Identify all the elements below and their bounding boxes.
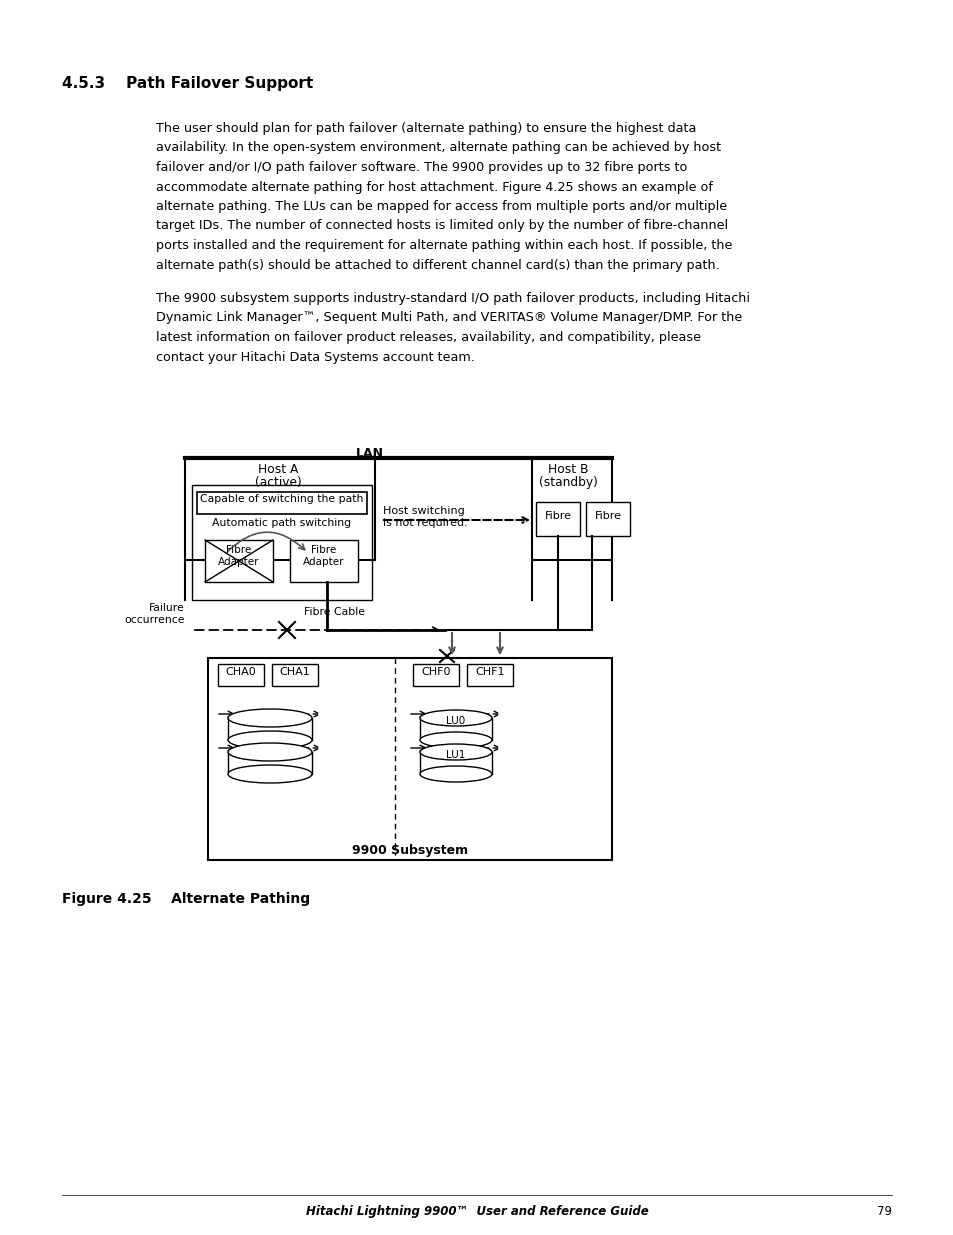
Text: Capable of switching the path: Capable of switching the path [200,494,363,504]
Text: accommodate alternate pathing for host attachment. Figure 4.25 shows an example : accommodate alternate pathing for host a… [156,180,712,194]
Text: Host A: Host A [257,463,298,475]
Bar [536,501,579,536]
Ellipse shape [419,766,492,782]
Ellipse shape [228,764,312,783]
Text: Fibre: Fibre [594,511,620,521]
Text: CHF0: CHF0 [421,667,450,677]
Bar [290,540,357,582]
Bar [419,718,492,740]
Text: (standby): (standby) [538,475,597,489]
Text: 79: 79 [876,1205,891,1218]
Text: LU0: LU0 [446,716,465,726]
Text: Automatic path switching: Automatic path switching [213,517,352,529]
Bar [205,540,273,582]
Text: Failure
occurrence: Failure occurrence [125,603,185,625]
Bar [467,664,513,685]
Text: 9900 Subsystem: 9900 Subsystem [352,844,468,857]
Ellipse shape [419,710,492,726]
Bar [413,664,458,685]
Text: Host B: Host B [547,463,588,475]
Text: CHA0: CHA0 [226,667,256,677]
Text: Fibre
Adapter: Fibre Adapter [303,545,344,567]
Text: Fibre
Adapter: Fibre Adapter [218,545,259,567]
Text: 4.5.3    Path Failover Support: 4.5.3 Path Failover Support [62,77,313,91]
Bar [419,752,492,774]
Text: Host switching
is not required.: Host switching is not required. [382,506,467,529]
Bar [196,492,367,514]
Text: CHA1: CHA1 [279,667,310,677]
Text: Hitachi Lightning 9900™  User and Reference Guide: Hitachi Lightning 9900™ User and Referen… [305,1205,648,1218]
Text: LAN: LAN [355,447,384,459]
Text: availability. In the open-system environment, alternate pathing can be achieved : availability. In the open-system environ… [156,142,720,154]
Text: CHF1: CHF1 [475,667,504,677]
Text: The user should plan for path failover (alternate pathing) to ensure the highest: The user should plan for path failover (… [156,122,696,135]
Text: Fibre Cable: Fibre Cable [304,606,365,618]
Bar [228,752,312,774]
Text: (active): (active) [254,475,301,489]
Text: Figure 4.25    Alternate Pathing: Figure 4.25 Alternate Pathing [62,892,310,906]
Ellipse shape [419,732,492,748]
Bar [228,718,312,740]
Bar [218,664,264,685]
Text: Fibre: Fibre [544,511,571,521]
Ellipse shape [419,743,492,760]
Text: alternate pathing. The LUs can be mapped for access from multiple ports and/or m: alternate pathing. The LUs can be mapped… [156,200,726,212]
Ellipse shape [228,709,312,727]
Text: latest information on failover product releases, availability, and compatibility: latest information on failover product r… [156,331,700,345]
Bar [272,664,317,685]
Text: alternate path(s) should be attached to different channel card(s) than the prima: alternate path(s) should be attached to … [156,258,719,272]
Bar [208,658,612,860]
Text: LU1: LU1 [446,750,465,760]
Text: target IDs. The number of connected hosts is limited only by the number of fibre: target IDs. The number of connected host… [156,220,727,232]
Text: The 9900 subsystem supports industry-standard I/O path failover products, includ: The 9900 subsystem supports industry-sta… [156,291,749,305]
Bar [585,501,629,536]
Text: ports installed and the requirement for alternate pathing within each host. If p: ports installed and the requirement for … [156,240,732,252]
Text: failover and/or I/O path failover software. The 9900 provides up to 32 fibre por: failover and/or I/O path failover softwa… [156,161,687,174]
Ellipse shape [228,731,312,748]
Text: Dynamic Link Manager™, Sequent Multi Path, and VERITAS® Volume Manager/DMP. For : Dynamic Link Manager™, Sequent Multi Pat… [156,311,741,325]
Ellipse shape [228,743,312,761]
Bar [192,485,372,600]
Text: contact your Hitachi Data Systems account team.: contact your Hitachi Data Systems accoun… [156,351,475,363]
